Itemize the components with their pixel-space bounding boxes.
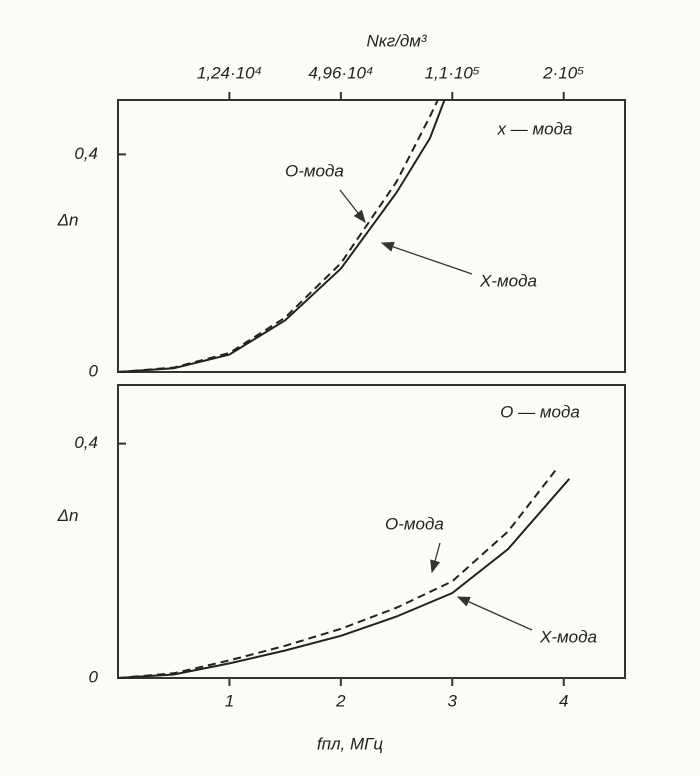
- x-tick-label: 2: [335, 691, 346, 710]
- curve: [117, 99, 446, 373]
- x-tick-label: 3: [448, 691, 458, 710]
- curve-label: Х-мода: [539, 627, 597, 646]
- callout-arrow: [339, 189, 366, 224]
- callout-arrow: [380, 241, 473, 275]
- curve: [117, 466, 559, 679]
- callout-arrow: [456, 596, 533, 631]
- callout-arrow: [430, 542, 441, 574]
- curve: [117, 99, 439, 373]
- plot-frame: [117, 384, 626, 679]
- panel-label: x — мода: [497, 119, 573, 138]
- panel-label: О — мода: [500, 402, 580, 421]
- y-axis-label: Δn: [57, 506, 79, 525]
- x2-tick-label: 1,24·10⁴: [197, 63, 262, 82]
- x-tick-label: 4: [559, 691, 568, 710]
- y-axis-label: Δn: [57, 210, 79, 229]
- curve-label: О-мода: [285, 161, 344, 180]
- y-tick-label: 0,4: [74, 433, 98, 452]
- x2-tick-label: 2·10⁵: [542, 63, 584, 82]
- curve: [117, 478, 571, 679]
- x-axis-label: fпл, МГц: [317, 734, 384, 753]
- curve-label: О-мода: [385, 514, 444, 533]
- x-tick-label: 1: [225, 691, 234, 710]
- x2-tick-label: 1,1·10⁵: [425, 63, 480, 82]
- x2-axis-label: Nкг/дм³: [366, 31, 427, 50]
- curve-label: Х-мода: [479, 271, 537, 290]
- y-tick-label: 0: [89, 361, 99, 380]
- plot-frame: [117, 99, 626, 373]
- y-tick-label: 0: [89, 667, 99, 686]
- x2-tick-label: 4,96·10⁴: [308, 63, 373, 82]
- y-tick-label: 0,4: [74, 144, 98, 163]
